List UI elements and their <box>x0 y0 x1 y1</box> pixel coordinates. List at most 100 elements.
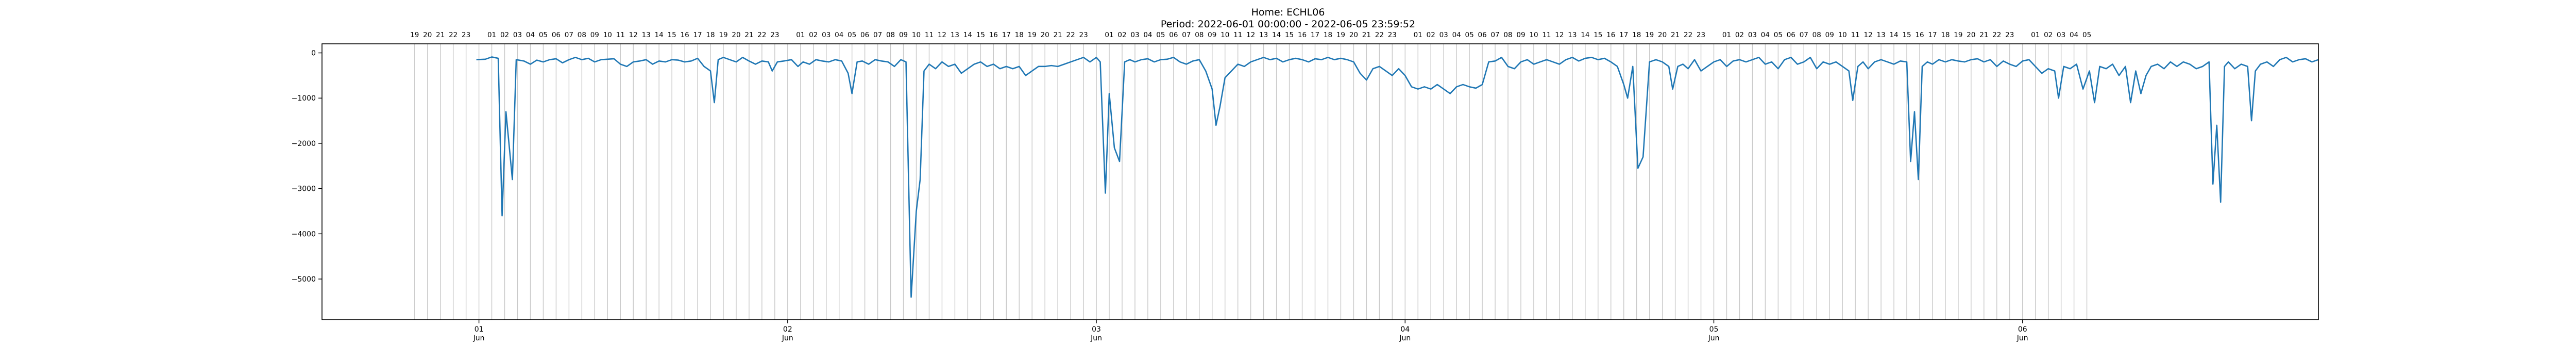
hour-tick-label: 06 <box>860 31 869 39</box>
hour-tick-label: 17 <box>693 31 702 39</box>
hour-tick-label: 14 <box>1889 31 1898 39</box>
hour-tick-label: 14 <box>1272 31 1281 39</box>
hour-tick-label: 16 <box>1606 31 1615 39</box>
hour-tick-label: 11 <box>1233 31 1242 39</box>
hour-gridlines <box>414 44 2088 320</box>
hour-tick-label: 01 <box>1722 31 1731 39</box>
hour-tick-label: 10 <box>603 31 612 39</box>
x-tick-day-label: 03 <box>1092 325 1101 334</box>
hour-tick-label: 15 <box>976 31 985 39</box>
hour-tick-label: 04 <box>526 31 535 39</box>
hour-tick-label: 10 <box>1838 31 1847 39</box>
hour-tick-label: 07 <box>873 31 882 39</box>
hour-tick-label: 03 <box>1439 31 1448 39</box>
hour-tick-label: 21 <box>1054 31 1062 39</box>
hour-tick-label: 06 <box>1787 31 1795 39</box>
hour-tick-label: 09 <box>1516 31 1525 39</box>
hour-tick-label: 07 <box>565 31 573 39</box>
x-tick-month-label: Jun <box>1090 334 1102 342</box>
chart-subtitle: Period: 2022-06-01 00:00:00 - 2022-06-05… <box>1161 19 1415 30</box>
hour-tick-label: 02 <box>2044 31 2053 39</box>
series-line-0 <box>476 56 2319 298</box>
hour-tick-label: 11 <box>616 31 625 39</box>
hour-tick-label: 15 <box>1285 31 1294 39</box>
hour-tick-label: 23 <box>1079 31 1088 39</box>
hour-tick-label: 16 <box>680 31 689 39</box>
hour-tick-label: 10 <box>1529 31 1538 39</box>
hour-tick-label: 04 <box>1452 31 1461 39</box>
hour-tick-label: 06 <box>1169 31 1178 39</box>
hour-tick-label: 19 <box>719 31 727 39</box>
hour-tick-label: 21 <box>1671 31 1680 39</box>
hour-tick-label: 10 <box>912 31 921 39</box>
hour-tick-label: 05 <box>1774 31 1783 39</box>
hour-tick-label: 18 <box>1632 31 1641 39</box>
hour-tick-label: 13 <box>1877 31 1886 39</box>
hour-tick-label: 22 <box>1684 31 1692 39</box>
plot-frame <box>321 43 2319 320</box>
hour-tick-label: 21 <box>1362 31 1371 39</box>
hour-tick-label: 08 <box>578 31 586 39</box>
hour-tick-label: 03 <box>1130 31 1139 39</box>
hour-tick-label: 02 <box>809 31 818 39</box>
hour-tick-label: 08 <box>1812 31 1821 39</box>
hour-tick-label: 02 <box>1117 31 1126 39</box>
x-tick-month-label: Jun <box>473 334 485 342</box>
hour-tick-label: 20 <box>1967 31 1975 39</box>
hour-tick-label: 05 <box>1156 31 1165 39</box>
hour-tick-label: 19 <box>410 31 419 39</box>
hour-tick-label: 14 <box>1581 31 1589 39</box>
hour-tick-label: 13 <box>1259 31 1268 39</box>
y-tick-label: −5000 <box>292 275 316 284</box>
hour-tick-label: 12 <box>629 31 638 39</box>
hour-tick-label: 22 <box>757 31 766 39</box>
hour-tick-label: 01 <box>487 31 496 39</box>
hour-tick-label: 21 <box>1979 31 1988 39</box>
hour-tick-label: 20 <box>423 31 432 39</box>
hour-tick-label: 05 <box>1465 31 1474 39</box>
hour-tick-label: 15 <box>1594 31 1602 39</box>
hour-tick-label: 09 <box>899 31 908 39</box>
hour-tick-label: 12 <box>1555 31 1564 39</box>
hour-tick-label: 02 <box>1427 31 1435 39</box>
hour-tick-label: 08 <box>886 31 895 39</box>
hour-tick-label: 05 <box>848 31 856 39</box>
hour-tick-label: 20 <box>732 31 740 39</box>
hour-tick-label: 23 <box>2005 31 2014 39</box>
hour-tick-label: 17 <box>1002 31 1011 39</box>
x-tick-day-label: 01 <box>474 325 484 334</box>
hour-tick-label: 06 <box>552 31 561 39</box>
hour-tick-label: 20 <box>1349 31 1358 39</box>
hour-tick-label: 13 <box>951 31 959 39</box>
hour-tick-label: 03 <box>822 31 831 39</box>
hour-tick-label: 23 <box>462 31 470 39</box>
hour-tick-label: 08 <box>1503 31 1512 39</box>
x-tick-month-label: Jun <box>1708 334 1720 342</box>
hour-tick-label: 02 <box>1735 31 1744 39</box>
y-tick-label: −3000 <box>292 185 316 193</box>
hour-tick-label: 01 <box>2031 31 2040 39</box>
chart-title: Home: ECHL06 <box>1251 7 1325 18</box>
hour-tick-label: 03 <box>1748 31 1757 39</box>
y-tick-label: 0 <box>311 50 316 58</box>
hour-tick-label: 08 <box>1195 31 1204 39</box>
hour-tick-label: 04 <box>1143 31 1152 39</box>
hour-tick-label: 12 <box>1864 31 1873 39</box>
series-layer <box>476 56 2319 298</box>
axes: 0−1000−2000−3000−4000−500001Jun02Jun03Ju… <box>292 43 2319 342</box>
hour-tick-label: 17 <box>1928 31 1937 39</box>
hour-tick-label: 13 <box>642 31 651 39</box>
hour-tick-label: 20 <box>1041 31 1049 39</box>
hour-tick-label: 21 <box>436 31 445 39</box>
hour-tick-label: 15 <box>1902 31 1911 39</box>
hour-tick-label: 15 <box>668 31 676 39</box>
hour-tick-label: 18 <box>1941 31 1950 39</box>
x-tick-month-label: Jun <box>1399 334 1411 342</box>
x-tick-day-label: 02 <box>783 325 792 334</box>
x-tick-month-label: Jun <box>782 334 793 342</box>
hour-tick-label: 05 <box>2082 31 2091 39</box>
x-tick-day-label: 04 <box>1400 325 1410 334</box>
hour-tick-label: 18 <box>1324 31 1332 39</box>
